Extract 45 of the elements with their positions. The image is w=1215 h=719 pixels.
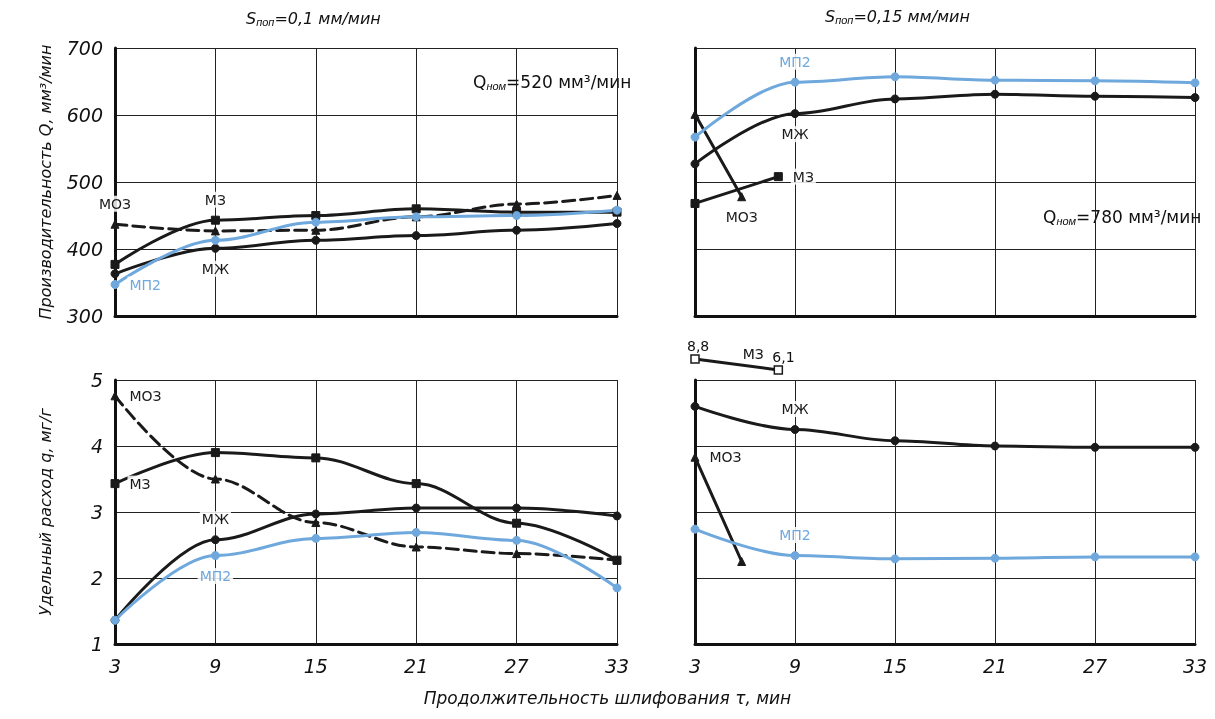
series-label: МОЗ	[725, 209, 758, 226]
y-tick-label: 1	[90, 633, 103, 655]
y-tick-label: 300	[66, 305, 103, 327]
y-tick-label: 2	[90, 567, 103, 589]
y-tick-label: 600	[66, 104, 103, 126]
series-label: МЖ	[781, 126, 809, 143]
x-tick-label: 15	[303, 654, 328, 677]
text: МЗ	[742, 345, 764, 362]
x-tick-label: 33	[1182, 654, 1208, 677]
series-label: МЖ	[201, 511, 229, 528]
x-tick-label: 27	[504, 654, 529, 677]
y-tick-label: 5	[90, 369, 103, 391]
series-label: МОЗ	[709, 449, 742, 466]
series-label: МОЗ	[129, 387, 162, 404]
x-tick-label: 33	[604, 654, 630, 677]
x-tick-label: 3	[108, 654, 122, 677]
series-label: МЗ	[792, 168, 814, 185]
y-tick-label: 400	[66, 238, 103, 260]
series-label: МЗ	[204, 191, 226, 208]
chart-title: Sпоп=0,1 мм/мин	[246, 8, 381, 28]
chart-title: Sпоп=0,15 мм/мин	[825, 6, 970, 26]
x-tick-label: 21	[982, 654, 1008, 677]
x-axis-title: Продолжительность шлифования τ, мин	[422, 688, 793, 708]
x-tick-label: 21	[404, 654, 429, 677]
x-tick-label: 3	[688, 654, 702, 677]
series-label: МОЗ	[98, 195, 132, 212]
series-label: МП2	[779, 53, 811, 70]
text: 8,8	[687, 338, 710, 354]
x-tick-label: 9	[209, 654, 222, 677]
series-label: МП2	[779, 527, 811, 544]
y-tick-label: 3	[90, 501, 103, 523]
series-label: МЖ	[201, 260, 229, 277]
y-axis-title: Удельный расход q, мг/г	[35, 407, 55, 616]
x-tick-label: 9	[788, 654, 802, 677]
series-label: МЖ	[781, 401, 809, 417]
y-tick-label: 4	[90, 435, 103, 457]
series-label: МП2	[129, 276, 162, 293]
y-tick-label: 500	[66, 171, 103, 193]
y-tick-label: 700	[66, 37, 103, 59]
series-label: МП2	[199, 568, 232, 585]
x-tick-label: 15	[882, 654, 908, 677]
text: 6,1	[772, 349, 795, 365]
x-tick-label: 27	[1082, 654, 1108, 677]
y-axis-title: Производительность Q, мм³/мин	[35, 44, 55, 320]
series-label: МЗ	[129, 475, 151, 492]
